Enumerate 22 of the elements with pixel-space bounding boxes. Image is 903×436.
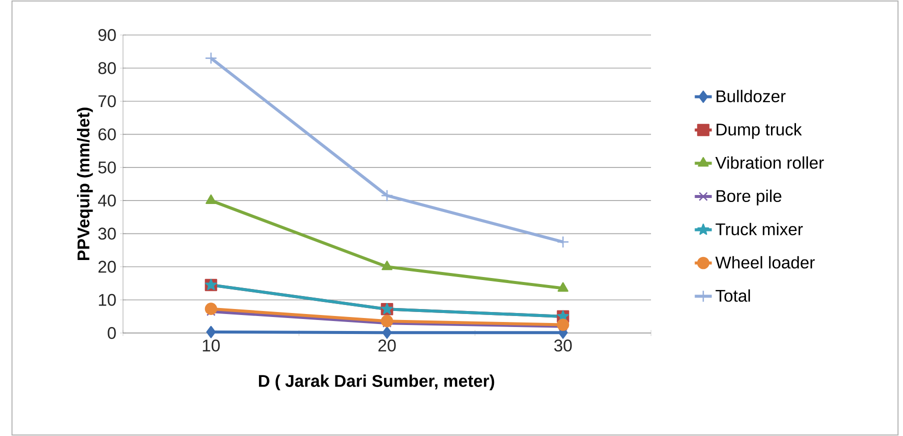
legend-label: Vibration roller (715, 156, 824, 169)
legend-label: Dump truck (716, 123, 802, 139)
y-tick-label: 60 (98, 128, 116, 140)
x-tick-label: 20 (378, 340, 396, 352)
legend-label: Bulldozer (716, 90, 786, 102)
x-tick-label: 30 (554, 340, 572, 352)
y-tick-label: 70 (98, 95, 116, 108)
y-tick-label: 10 (98, 294, 116, 306)
x-tick-label: 10 (202, 340, 220, 352)
legend-label: Bore pile (716, 190, 782, 206)
y-axis-title: PPVequip (mm/det) (77, 108, 93, 260)
y-tick-label: 40 (98, 194, 116, 207)
legend-label: Wheel loader (715, 256, 815, 269)
x-axis-title: D ( Jarak Dari Sumber, meter) (258, 374, 494, 390)
legend-label: Truck mixer (716, 222, 803, 236)
y-tick-label: 30 (98, 228, 116, 240)
y-tick-label: 0 (108, 327, 116, 339)
legend-label: Total (716, 289, 750, 302)
y-tick-label: 90 (98, 29, 116, 41)
y-tick-label: 50 (98, 161, 116, 174)
y-tick-label: 20 (98, 260, 116, 273)
y-tick-label: 80 (98, 62, 116, 74)
